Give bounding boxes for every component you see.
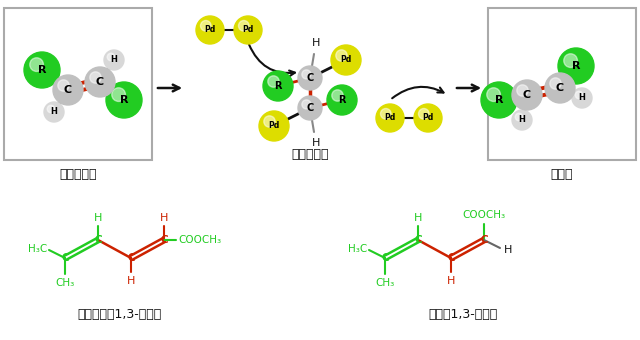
Circle shape (90, 72, 101, 83)
FancyBboxPatch shape (4, 8, 152, 160)
Circle shape (564, 54, 577, 67)
Text: CH₃: CH₃ (56, 278, 75, 288)
Circle shape (515, 113, 523, 121)
Text: H: H (504, 245, 513, 255)
Text: C: C (556, 83, 564, 93)
Text: R: R (495, 95, 503, 105)
Text: C: C (523, 90, 531, 100)
Text: 反応中間体: 反応中間体 (291, 148, 329, 161)
Circle shape (302, 100, 311, 109)
Text: Pd: Pd (340, 55, 351, 65)
Circle shape (259, 111, 289, 141)
Circle shape (517, 85, 528, 96)
Text: C: C (160, 235, 168, 245)
Text: R: R (339, 95, 346, 105)
Circle shape (414, 104, 442, 132)
Circle shape (30, 58, 44, 71)
Text: H: H (94, 213, 102, 223)
Circle shape (545, 73, 575, 103)
Circle shape (575, 91, 583, 99)
Text: H: H (312, 138, 320, 148)
Circle shape (47, 105, 55, 113)
Circle shape (196, 16, 224, 44)
Circle shape (234, 16, 262, 44)
Circle shape (512, 80, 542, 110)
Text: C: C (381, 253, 389, 263)
Text: R: R (38, 65, 46, 75)
Circle shape (558, 48, 594, 84)
Text: C: C (64, 85, 72, 95)
Circle shape (332, 90, 343, 101)
Text: H₃C: H₃C (348, 244, 367, 254)
Circle shape (24, 52, 60, 88)
Circle shape (550, 78, 561, 89)
Circle shape (268, 76, 279, 87)
Circle shape (298, 96, 322, 120)
Text: C: C (307, 103, 314, 113)
Text: R: R (275, 81, 282, 91)
Circle shape (380, 108, 391, 119)
Text: C: C (414, 235, 422, 245)
Circle shape (481, 82, 517, 118)
Text: C: C (127, 253, 135, 263)
Text: Pd: Pd (204, 26, 216, 34)
Text: Pd: Pd (422, 114, 434, 122)
Text: C: C (61, 253, 69, 263)
Text: C: C (94, 235, 102, 245)
Circle shape (327, 85, 357, 115)
Circle shape (53, 75, 83, 105)
Text: COOCH₃: COOCH₃ (463, 210, 506, 220)
Circle shape (263, 71, 293, 101)
Text: H: H (111, 55, 117, 65)
Circle shape (200, 20, 211, 31)
Circle shape (85, 67, 115, 97)
Circle shape (108, 53, 115, 61)
Text: Pd: Pd (385, 114, 396, 122)
Circle shape (106, 82, 142, 118)
Circle shape (239, 20, 249, 31)
Text: COOCH₃: COOCH₃ (178, 235, 221, 245)
Text: H: H (312, 38, 320, 48)
Text: H₃C: H₃C (28, 244, 47, 254)
Text: トランス型1,3-ジエン: トランス型1,3-ジエン (78, 308, 162, 322)
Text: H: H (447, 276, 455, 286)
Circle shape (572, 88, 592, 108)
Text: C: C (447, 253, 455, 263)
Circle shape (336, 50, 347, 61)
Text: C: C (480, 235, 488, 245)
Text: シス体: シス体 (551, 168, 573, 181)
Text: H: H (518, 116, 525, 124)
Circle shape (112, 88, 125, 101)
Text: Pd: Pd (243, 26, 253, 34)
Circle shape (302, 70, 311, 79)
Text: CH₃: CH₃ (376, 278, 395, 288)
Circle shape (376, 104, 404, 132)
Text: C: C (307, 73, 314, 83)
Circle shape (58, 80, 69, 91)
Text: H: H (414, 213, 422, 223)
Circle shape (331, 45, 361, 75)
Circle shape (298, 66, 322, 90)
Text: Pd: Pd (268, 121, 280, 131)
Circle shape (264, 116, 275, 127)
Text: R: R (120, 95, 128, 105)
Circle shape (512, 110, 532, 130)
Text: シス型1,3-ジエン: シス型1,3-ジエン (428, 308, 498, 322)
Text: H: H (127, 276, 135, 286)
Text: C: C (96, 77, 104, 87)
Text: H: H (51, 107, 58, 117)
Text: トランス体: トランス体 (60, 168, 97, 181)
Text: H: H (160, 213, 168, 223)
Text: R: R (572, 61, 580, 71)
Circle shape (44, 102, 64, 122)
Circle shape (419, 108, 429, 119)
Text: H: H (579, 94, 586, 102)
Circle shape (487, 88, 500, 101)
FancyBboxPatch shape (488, 8, 636, 160)
Circle shape (104, 50, 124, 70)
